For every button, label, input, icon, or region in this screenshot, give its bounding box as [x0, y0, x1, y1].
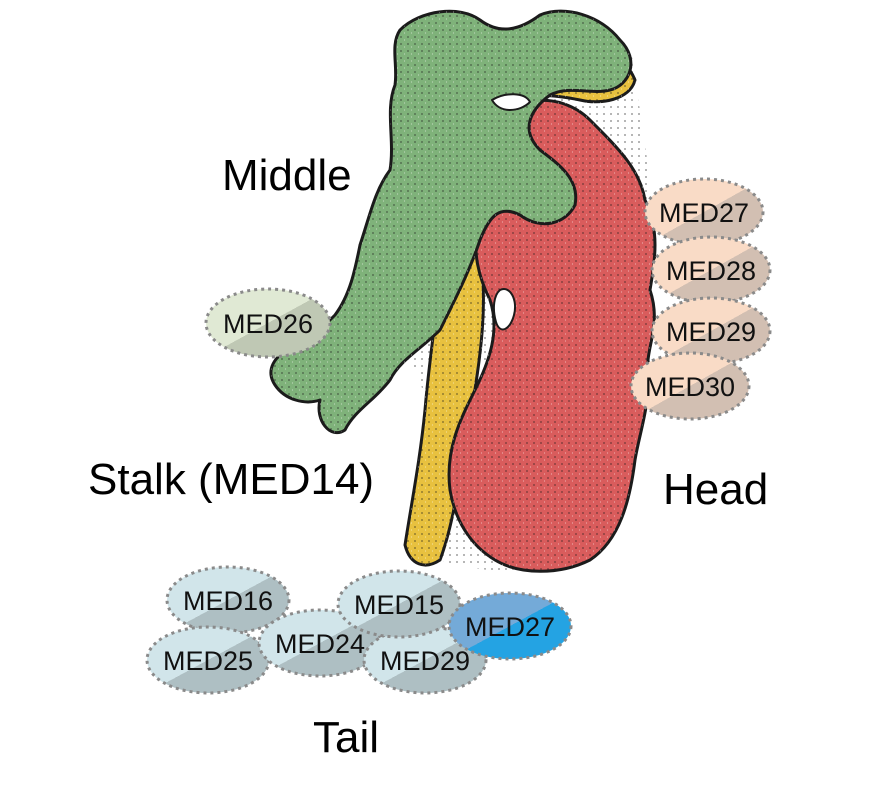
region-label-head: Head: [663, 465, 768, 514]
subunit-label-med15: MED15: [354, 590, 444, 620]
subunit-bubble-med27-tail: [447, 591, 573, 661]
subunit-bubble-med28: [650, 235, 772, 305]
subunit-label-med29-tail: MED29: [380, 646, 470, 676]
subunit-bubble-med26: [204, 287, 332, 359]
region-label-tail: Tail: [313, 713, 379, 762]
subunit-bubble-med15: [336, 569, 462, 639]
protein-structure: [269, 9, 657, 573]
subunit-label-med27-head: MED27: [659, 198, 749, 228]
subunit-label-med25: MED25: [163, 646, 253, 676]
head-subunits: MED27 MED28 MED29 MED30: [629, 177, 772, 421]
structure-cavity: [491, 93, 531, 111]
subunit-label-med30: MED30: [645, 372, 735, 402]
subunit-label-med24: MED24: [275, 629, 365, 659]
region-label-middle: Middle: [222, 151, 352, 200]
middle-subunits: MED26: [204, 287, 332, 359]
subunit-bubble-med27-head: [643, 177, 765, 247]
region-label-stalk: Stalk (MED14): [88, 455, 374, 504]
surface-texture: [270, 11, 655, 572]
subunit-label-med26: MED26: [223, 309, 313, 339]
subunit-label-med16: MED16: [183, 586, 273, 616]
subunit-label-med29-head: MED29: [666, 317, 756, 347]
subunit-label-med27-tail: MED27: [465, 612, 555, 642]
structure-cavity: [492, 288, 516, 331]
subunit-label-med28: MED28: [666, 256, 756, 286]
subunit-bubble-med29-head: [650, 296, 772, 366]
subunit-bubble-med16: [165, 565, 291, 635]
tail-subunits: MED16 MED25 MED24 MED29 MED15 MED27: [145, 565, 573, 695]
subunit-bubble-med30: [629, 351, 751, 421]
